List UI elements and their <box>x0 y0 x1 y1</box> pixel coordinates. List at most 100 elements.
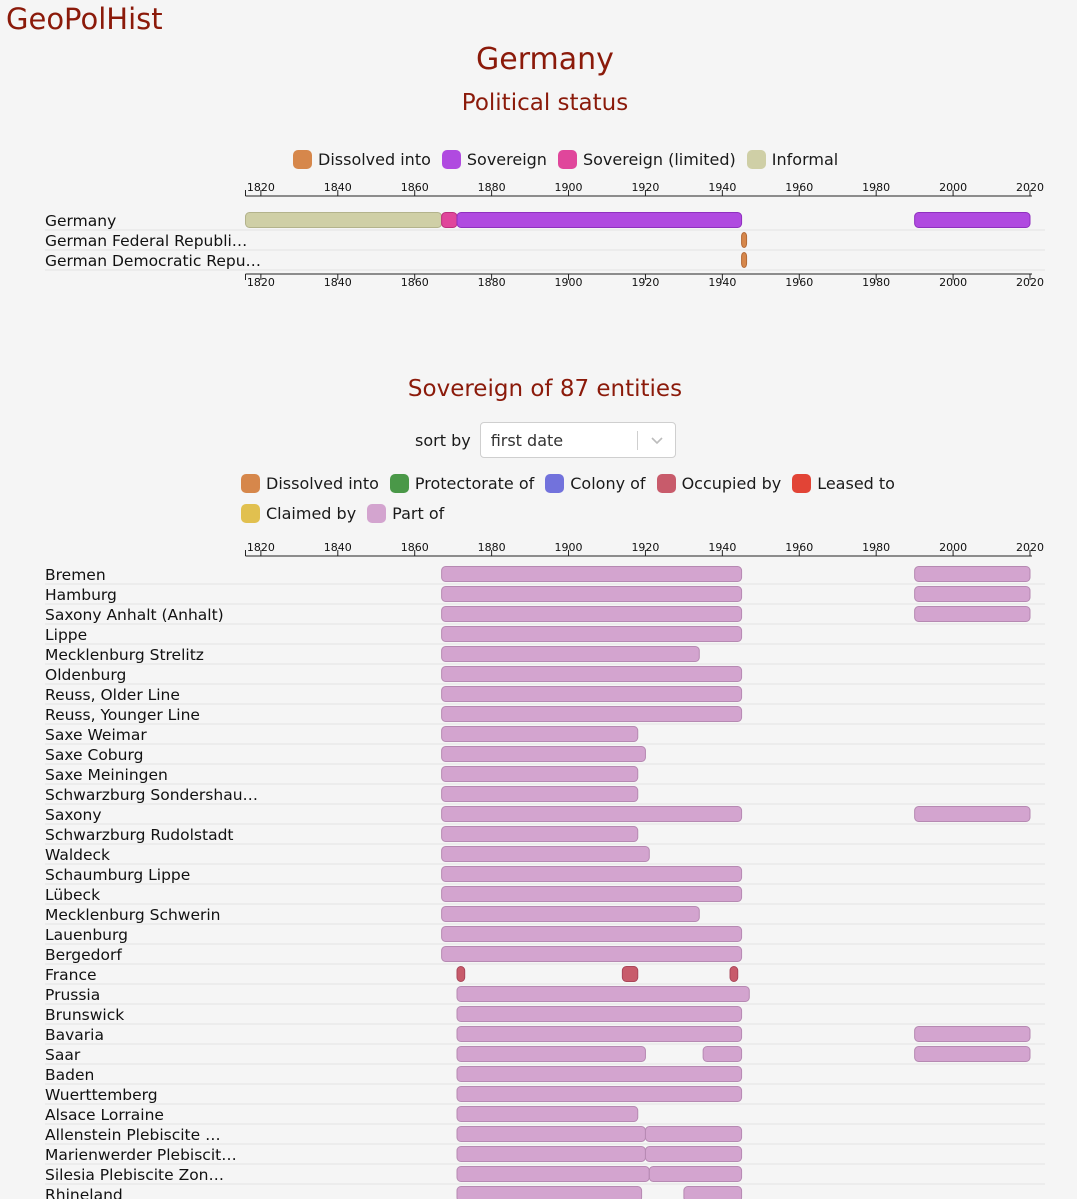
row-label[interactable]: Prussia <box>45 986 100 1004</box>
legend-item-claimed-by[interactable]: Claimed by <box>241 504 356 523</box>
row-label[interactable]: Saxe Meiningen <box>45 766 168 784</box>
span-part-of-1935-1945[interactable] <box>702 1046 743 1062</box>
row-label[interactable]: Schaumburg Lippe <box>45 866 190 884</box>
span-occupied-1871-1873[interactable] <box>456 966 466 982</box>
span-dissolved-1945-1946[interactable] <box>741 252 748 268</box>
row-label[interactable]: Saxe Weimar <box>45 726 147 744</box>
row-label[interactable]: Waldeck <box>45 846 110 864</box>
row-label[interactable]: Saxony Anhalt (Anhalt) <box>45 606 224 624</box>
span-part-of-1871-1920[interactable] <box>456 1146 646 1162</box>
span-part-of-1871-1919[interactable] <box>456 1186 643 1199</box>
span-part-of-1867-1945[interactable] <box>441 946 743 962</box>
row-label[interactable]: Reuss, Older Line <box>45 686 180 704</box>
span-dissolved-1945-1946[interactable] <box>741 232 748 248</box>
row-label[interactable]: Germany <box>45 212 116 230</box>
span-part-of-1867-1945[interactable] <box>441 806 743 822</box>
span-part-of-1871-1918[interactable] <box>456 1106 639 1122</box>
span-sovereign-limited-1867-1871[interactable] <box>441 212 458 228</box>
span-part-of-1867-1945[interactable] <box>441 566 743 582</box>
row-label[interactable]: Baden <box>45 1066 94 1084</box>
row-label[interactable]: Saxony <box>45 806 102 824</box>
row-label[interactable]: Bremen <box>45 566 106 584</box>
span-part-of-1871-1920[interactable] <box>456 1126 646 1142</box>
row-label[interactable]: Hamburg <box>45 586 117 604</box>
span-part-of-1921-1945[interactable] <box>648 1166 743 1182</box>
row-label[interactable]: France <box>45 966 97 984</box>
row-label[interactable]: Allenstein Plebiscite … <box>45 1126 221 1144</box>
span-part-of-1867-1945[interactable] <box>441 926 743 942</box>
row-label[interactable]: German Democratic Repu… <box>45 252 261 270</box>
row-label[interactable]: Bavaria <box>45 1026 104 1044</box>
span-part-of-1871-1945[interactable] <box>456 1066 743 1082</box>
span-part-of-1871-1920[interactable] <box>456 1046 646 1062</box>
span-part-of-1871-1945[interactable] <box>456 1086 743 1102</box>
legend-item-dissolved-into[interactable]: Dissolved into <box>241 474 379 493</box>
row-label[interactable]: Mecklenburg Strelitz <box>45 646 204 664</box>
legend-item-dissolved-into[interactable]: Dissolved into <box>293 150 431 169</box>
span-occupied-1914-1918[interactable] <box>621 966 639 982</box>
span-part-of-1867-1918[interactable] <box>441 726 639 742</box>
legend-item-occupied-by[interactable]: Occupied by <box>656 474 781 493</box>
span-part-of-1867-1918[interactable] <box>441 826 639 842</box>
span-part-of-1867-1945[interactable] <box>441 686 743 702</box>
span-part-of-1990-2020[interactable] <box>914 1046 1031 1062</box>
span-part-of-1990-2020[interactable] <box>914 806 1031 822</box>
sort-select[interactable]: first date <box>479 422 676 458</box>
span-sovereign-1990-2020[interactable] <box>914 212 1031 228</box>
span-part-of-1930-1945[interactable] <box>683 1186 743 1199</box>
row-label[interactable]: Brunswick <box>45 1006 124 1024</box>
span-part-of-1920-1945[interactable] <box>644 1126 743 1142</box>
span-part-of-1867-1945[interactable] <box>441 606 743 622</box>
span-part-of-1867-1921[interactable] <box>441 846 650 862</box>
row-label[interactable]: Oldenburg <box>45 666 126 684</box>
span-part-of-1871-1945[interactable] <box>456 1026 743 1042</box>
row-label[interactable]: Alsace Lorraine <box>45 1106 164 1124</box>
span-part-of-1990-2020[interactable] <box>914 1026 1031 1042</box>
span-part-of-1920-1945[interactable] <box>644 1146 743 1162</box>
row-label[interactable]: Silesia Plebiscite Zon… <box>45 1166 224 1184</box>
row-label[interactable]: Lippe <box>45 626 87 644</box>
legend-item-colony-of[interactable]: Colony of <box>545 474 646 493</box>
row-label[interactable]: Saar <box>45 1046 81 1064</box>
span-part-of-1867-1945[interactable] <box>441 706 743 722</box>
span-part-of-1871-1921[interactable] <box>456 1166 650 1182</box>
span-part-of-1867-1918[interactable] <box>441 786 639 802</box>
legend-item-leased-to[interactable]: Leased to <box>792 474 895 493</box>
span-part-of-1990-2020[interactable] <box>914 586 1031 602</box>
span-part-of-1871-1947[interactable] <box>456 986 750 1002</box>
span-part-of-1867-1934[interactable] <box>441 906 700 922</box>
legend-item-protectorate-of[interactable]: Protectorate of <box>389 474 534 493</box>
legend-item-part-of[interactable]: Part of <box>367 504 444 523</box>
row-label[interactable]: German Federal Republi… <box>45 232 247 250</box>
legend-item-informal[interactable]: Informal <box>746 150 838 169</box>
span-occupied-1942-1944[interactable] <box>729 966 739 982</box>
row-label[interactable]: Marienwerder Plebiscit… <box>45 1146 237 1164</box>
span-part-of-1867-1918[interactable] <box>441 766 639 782</box>
span-part-of-1867-1945[interactable] <box>441 886 743 902</box>
span-part-of-1867-1945[interactable] <box>441 586 743 602</box>
legend-item-sovereign-limited[interactable]: Sovereign (limited) <box>557 150 736 169</box>
span-part-of-1867-1934[interactable] <box>441 646 700 662</box>
span-part-of-1867-1945[interactable] <box>441 866 743 882</box>
span-informal-1816-1867[interactable] <box>245 212 443 228</box>
span-part-of-1871-1945[interactable] <box>456 1006 743 1022</box>
brand-logo[interactable]: GeoPolHist <box>6 2 163 36</box>
span-part-of-1990-2020[interactable] <box>914 566 1031 582</box>
row-label[interactable]: Reuss, Younger Line <box>45 706 200 724</box>
span-sovereign-1871-1945[interactable] <box>456 212 743 228</box>
span-part-of-1867-1920[interactable] <box>441 746 646 762</box>
row-label[interactable]: Rhineland <box>45 1186 123 1199</box>
row-label[interactable]: Schwarzburg Sondershau… <box>45 786 258 804</box>
row-label[interactable]: Mecklenburg Schwerin <box>45 906 221 924</box>
row-label[interactable]: Bergedorf <box>45 946 122 964</box>
row-label[interactable]: Saxe Coburg <box>45 746 143 764</box>
legend-item-sovereign[interactable]: Sovereign <box>441 150 547 169</box>
row-label[interactable]: Lauenburg <box>45 926 128 944</box>
row-label[interactable]: Schwarzburg Rudolstadt <box>45 826 234 844</box>
row-label[interactable]: Wuerttemberg <box>45 1086 158 1104</box>
span-part-of-1867-1945[interactable] <box>441 626 743 642</box>
chevron-down-icon[interactable] <box>650 432 664 454</box>
row-label[interactable]: Lübeck <box>45 886 100 904</box>
span-part-of-1990-2020[interactable] <box>914 606 1031 622</box>
span-part-of-1867-1945[interactable] <box>441 666 743 682</box>
